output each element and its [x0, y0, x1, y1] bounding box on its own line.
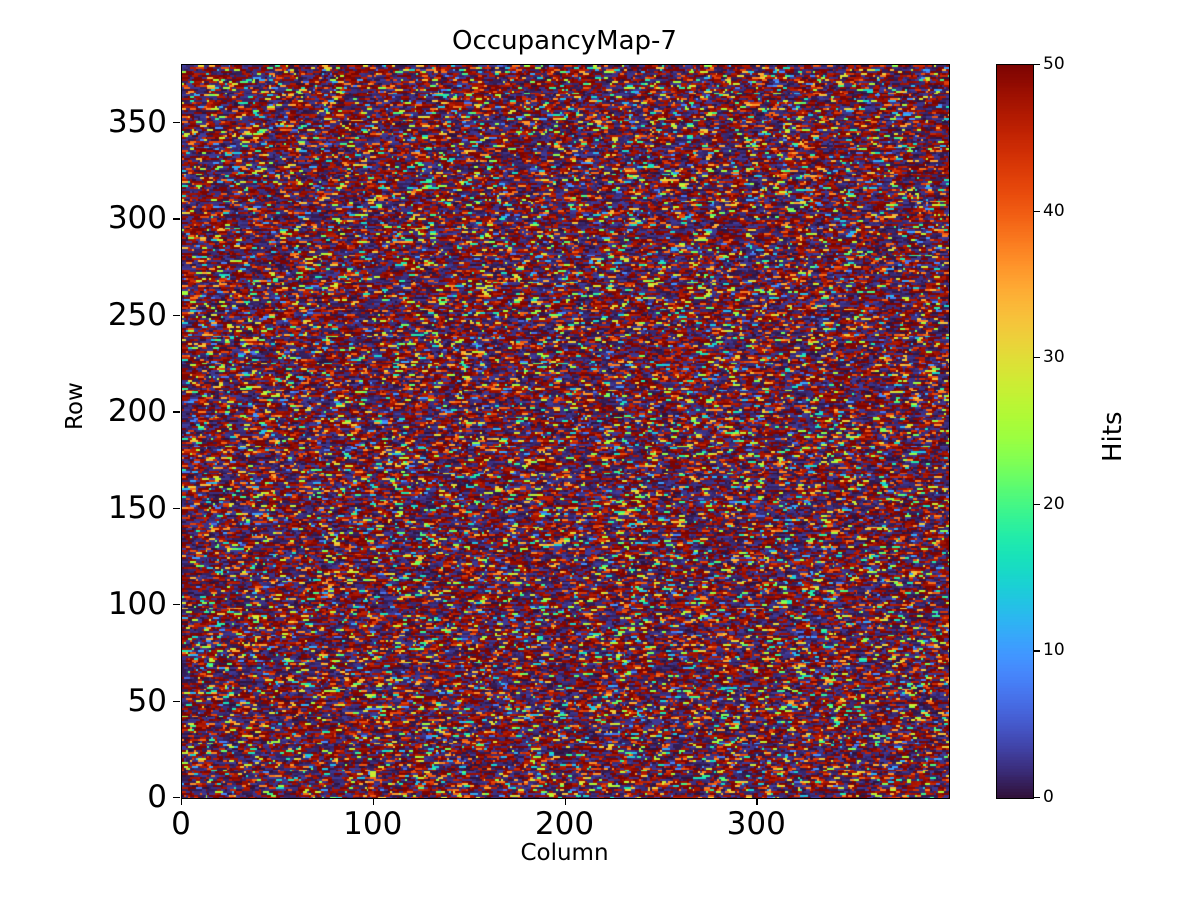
y-tick-mark [173, 121, 180, 124]
y-tick-label: 150 [107, 489, 167, 526]
colorbar-tick-mark [1034, 650, 1040, 652]
colorbar-tick-mark [1034, 210, 1040, 212]
colorbar-tick-label: 20 [1043, 493, 1065, 514]
colorbar-tick-mark [1034, 503, 1040, 505]
colorbar-gradient [997, 65, 1033, 798]
y-tick-mark [173, 218, 180, 220]
x-tick-label: 200 [534, 806, 595, 842]
colorbar-tick-mark [1034, 357, 1040, 359]
colorbar-tick-label: 10 [1043, 640, 1065, 661]
y-tick-mark [173, 314, 180, 317]
y-tick-mark [173, 797, 180, 799]
y-tick-mark [173, 700, 180, 702]
colorbar-tick-mark [1034, 64, 1040, 66]
colorbar-tick-label: 50 [1043, 54, 1065, 74]
y-axis-label: Row [62, 382, 88, 430]
x-tick-mark [564, 798, 566, 805]
y-tick-label: 250 [107, 296, 167, 333]
colorbar-label: Hits [1098, 411, 1128, 462]
colorbar[interactable] [996, 64, 1034, 799]
page-title: OccupancyMap-7 [452, 26, 677, 56]
colorbar-tick-label: 40 [1043, 200, 1065, 221]
y-tick-label: 350 [107, 103, 167, 140]
x-tick-label: 0 [171, 806, 191, 842]
x-tick-mark [372, 798, 375, 805]
y-tick-label: 0 [147, 779, 167, 815]
heatmap-axes[interactable] [181, 64, 950, 799]
y-tick-label: 200 [107, 393, 167, 430]
colorbar-tick-label: 0 [1043, 787, 1054, 807]
x-tick-label: 300 [726, 806, 786, 842]
x-axis-label: Column [520, 840, 609, 866]
x-tick-label: 100 [343, 806, 403, 842]
y-tick-label: 50 [127, 682, 167, 719]
colorbar-tick-mark [1034, 797, 1040, 799]
heatmap-image[interactable] [182, 65, 949, 798]
x-tick-mark [181, 798, 183, 805]
colorbar-tick-label: 30 [1043, 347, 1065, 368]
y-tick-mark [173, 507, 180, 510]
y-tick-label: 300 [107, 200, 167, 237]
x-tick-mark [756, 798, 758, 805]
y-tick-label: 100 [107, 586, 167, 623]
y-tick-mark [173, 604, 180, 606]
y-tick-mark [173, 411, 180, 413]
